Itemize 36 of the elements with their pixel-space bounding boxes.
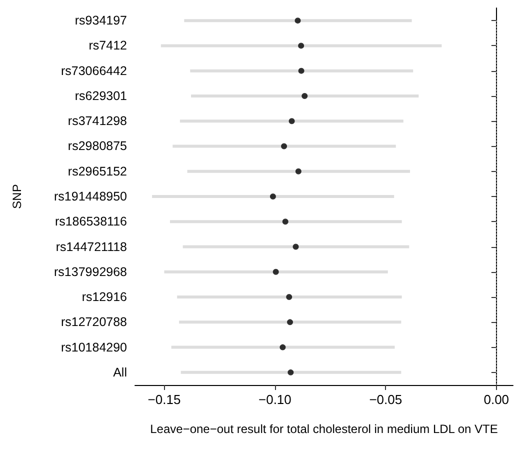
point	[280, 344, 286, 350]
y-tick-label: rs10184290	[60, 340, 128, 354]
point	[282, 218, 288, 225]
point	[270, 194, 276, 200]
y-tick-label: rs2965152	[68, 164, 128, 178]
point	[288, 118, 295, 124]
x-tick-label: −0.05	[369, 392, 402, 407]
y-tick-label: rs934197	[74, 14, 128, 28]
x-tick-label: −0.15	[148, 392, 181, 407]
y-tick-label: rs3741298	[68, 114, 128, 128]
y-axis-title: SNP	[10, 184, 24, 209]
x-tick-label: 0.00	[484, 392, 510, 407]
y-tick-label: rs629301	[74, 88, 128, 103]
point	[281, 143, 288, 150]
y-tick-label: rs7412	[88, 38, 128, 53]
x-axis-title: Leave−one−out result for total cholesterol in medium LDL on VTE	[150, 422, 498, 436]
point	[295, 168, 302, 174]
y-tick-label: rs12720788	[60, 315, 128, 330]
y-tick-label: All	[113, 365, 127, 380]
y-tick-label: rs73066442	[60, 64, 128, 78]
point	[287, 319, 294, 326]
x-tick-label: −0.10	[258, 392, 292, 407]
point	[292, 244, 299, 250]
y-tick-label: rs2980875	[68, 139, 128, 154]
point	[302, 92, 308, 99]
y-tick-label: rs186538116	[54, 214, 128, 229]
point	[288, 369, 294, 376]
y-tick-label: rs144721118	[56, 240, 128, 254]
point	[286, 294, 292, 300]
point	[294, 18, 301, 24]
y-tick-label: rs12916	[82, 290, 128, 304]
point	[298, 68, 304, 74]
y-tick-label: rs137992968	[54, 264, 128, 279]
y-tick-label: rs191448950	[54, 190, 128, 204]
point	[298, 42, 304, 49]
point	[272, 268, 279, 275]
